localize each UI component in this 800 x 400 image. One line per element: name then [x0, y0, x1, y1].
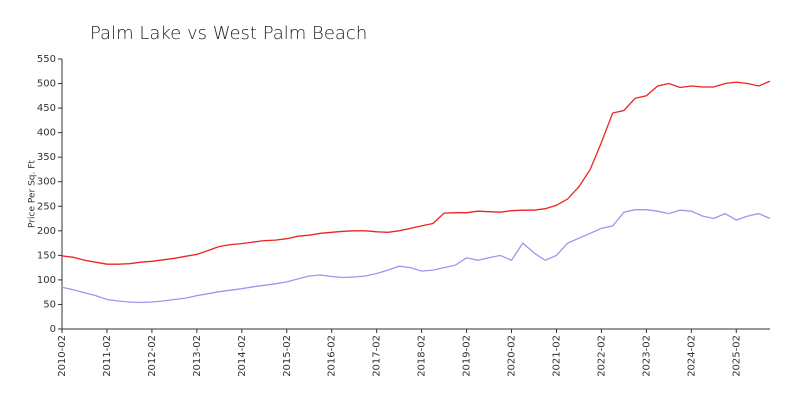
x-tick-label: 2022-02 — [596, 335, 607, 377]
y-tick-label: 350 — [37, 152, 56, 163]
y-tick-label: 150 — [37, 250, 56, 261]
y-tick-label: 300 — [37, 177, 56, 188]
x-tick-label: 2020-02 — [507, 335, 518, 377]
chart-title: Palm Lake vs West Palm Beach — [90, 23, 367, 44]
x-tick-label: 2021-02 — [551, 335, 562, 377]
y-tick-label: 450 — [37, 103, 56, 114]
x-tick-label: 2025-02 — [731, 335, 742, 377]
y-tick-label: 100 — [37, 275, 56, 286]
x-tick-label: 2012-02 — [147, 335, 158, 377]
x-tick-label: 2013-02 — [192, 335, 203, 377]
y-tick-label: 0 — [50, 324, 56, 335]
x-tick-label: 2023-02 — [641, 335, 652, 377]
y-tick-label: 500 — [37, 79, 56, 90]
x-tick-label: 2016-02 — [327, 335, 338, 377]
x-tick-label: 2018-02 — [417, 335, 428, 377]
x-tick-label: 2019-02 — [462, 335, 473, 377]
y-tick-label: 400 — [37, 128, 56, 139]
y-tick-label: 50 — [43, 299, 56, 310]
x-tick-label: 2015-02 — [282, 335, 293, 377]
series-line — [61, 80, 771, 265]
series-line — [61, 209, 771, 304]
y-axis-label: Price Per Sq. Ft — [28, 160, 38, 228]
x-tick-label: 2014-02 — [237, 335, 248, 377]
x-tick-label: 2017-02 — [372, 335, 383, 377]
x-tick-label: 2010-02 — [57, 335, 68, 377]
x-tick-label: 2024-02 — [686, 335, 697, 377]
y-tick-label: 200 — [37, 226, 56, 237]
x-tick-label: 2011-02 — [102, 335, 113, 377]
y-tick-label: 250 — [37, 201, 56, 212]
y-tick-label: 550 — [37, 54, 56, 65]
